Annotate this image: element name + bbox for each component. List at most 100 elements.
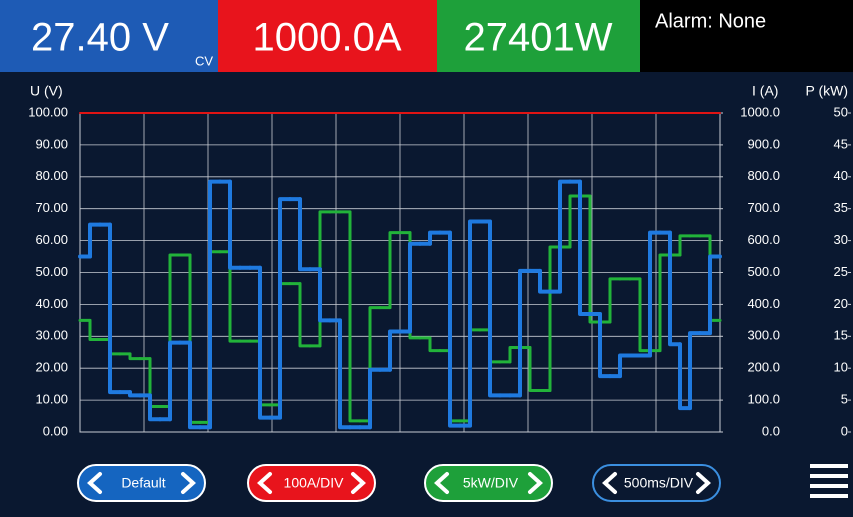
u-tick-label: 0.00 bbox=[43, 423, 68, 438]
chevron-left bbox=[434, 472, 449, 494]
line-step bbox=[608, 277, 622, 324]
line-step bbox=[578, 179, 592, 316]
u-tick-label: 90.00 bbox=[35, 136, 68, 151]
p-tick-label: 45 bbox=[834, 136, 848, 151]
line-step bbox=[678, 234, 692, 257]
line-step bbox=[228, 179, 242, 270]
u-tick-label: 60.00 bbox=[35, 232, 68, 247]
line-step bbox=[488, 219, 502, 398]
line-step bbox=[428, 336, 442, 353]
button[interactable]: Default bbox=[77, 464, 206, 502]
menu-bar bbox=[810, 474, 848, 478]
line-step bbox=[638, 277, 652, 353]
button-bar: Default 100A/DIV 5kW/DIV 500ms/DIV bbox=[77, 464, 721, 502]
button-label: Default bbox=[121, 475, 165, 491]
chevron-right bbox=[181, 472, 196, 494]
line-step bbox=[318, 267, 332, 323]
line-step bbox=[588, 194, 602, 324]
line-step bbox=[708, 254, 722, 336]
i-tick-label: 700.0 bbox=[747, 200, 780, 215]
i-tick-label: 400.0 bbox=[747, 296, 780, 311]
line-step bbox=[558, 179, 572, 294]
u-tick-label: 40.00 bbox=[35, 296, 68, 311]
line-step bbox=[538, 268, 552, 294]
chevron-left bbox=[87, 472, 102, 494]
u-tick-label: 10.00 bbox=[35, 392, 68, 407]
line-step bbox=[668, 230, 682, 347]
i-tick-label: 200.0 bbox=[747, 360, 780, 375]
u-tick-label: 20.00 bbox=[35, 360, 68, 375]
p-tick-label: 20 bbox=[834, 296, 848, 311]
u-tick-label: 70.00 bbox=[35, 200, 68, 215]
u-tick-label: 80.00 bbox=[35, 168, 68, 183]
line-step bbox=[468, 219, 482, 428]
line-step bbox=[88, 318, 102, 341]
button-body bbox=[77, 464, 206, 502]
line-step bbox=[598, 311, 612, 379]
line-step bbox=[348, 210, 362, 423]
line-step bbox=[368, 367, 382, 430]
p-tick-label: 10 bbox=[834, 360, 848, 375]
line-step bbox=[278, 197, 292, 420]
line-step bbox=[508, 345, 522, 364]
line-step bbox=[168, 340, 182, 422]
menu-bar bbox=[810, 464, 848, 468]
line-step bbox=[128, 390, 142, 398]
line-step bbox=[208, 179, 222, 430]
i-tick-label: 600.0 bbox=[747, 232, 780, 247]
line-step bbox=[148, 393, 162, 422]
i-axis-title: I (A) bbox=[752, 83, 778, 99]
u-tick-label: 50.00 bbox=[35, 264, 68, 279]
i-tick-label: 900.0 bbox=[747, 136, 780, 151]
i-tick-label: 100.0 bbox=[747, 392, 780, 407]
menu-icon[interactable] bbox=[810, 464, 848, 498]
button[interactable]: 500ms/DIV bbox=[592, 464, 721, 502]
chevron-left bbox=[602, 472, 617, 494]
line-step bbox=[298, 197, 312, 272]
p-tick-label: 25 bbox=[834, 264, 848, 279]
p-axis-title: P (kW) bbox=[805, 83, 848, 99]
line-step bbox=[388, 231, 402, 310]
voltage-box bbox=[0, 0, 218, 72]
i-tick-label: 1000.0 bbox=[740, 104, 780, 119]
line-step bbox=[688, 331, 702, 411]
p-tick-label: 40 bbox=[834, 168, 848, 183]
line-step bbox=[88, 222, 102, 259]
button[interactable]: 100A/DIV bbox=[247, 464, 376, 502]
line-step bbox=[428, 230, 442, 246]
u-tick-label: 100.00 bbox=[28, 104, 68, 119]
line-step bbox=[518, 268, 532, 398]
line-step bbox=[228, 250, 242, 343]
p-tick-label: 5 bbox=[841, 392, 848, 407]
p-tick-label: 0 bbox=[841, 423, 848, 438]
p-tick-label: 30 bbox=[834, 232, 848, 247]
line-step bbox=[388, 329, 402, 372]
line-step bbox=[658, 253, 672, 353]
voltage-readout: 27.40 V bbox=[31, 16, 169, 60]
i-tick-label: 800.0 bbox=[747, 168, 780, 183]
button-body bbox=[592, 464, 721, 502]
alarm-box bbox=[640, 0, 853, 72]
menu-bar bbox=[810, 494, 848, 498]
button-label: 5kW/DIV bbox=[463, 475, 519, 491]
line-step bbox=[128, 352, 142, 361]
power-readout: 27401W bbox=[464, 16, 613, 60]
current-box bbox=[218, 0, 437, 72]
line-step bbox=[618, 353, 632, 379]
button[interactable]: 5kW/DIV bbox=[424, 464, 553, 502]
p-tick-label: 50 bbox=[834, 104, 848, 119]
i-tick-label: 500.0 bbox=[747, 264, 780, 279]
line-step bbox=[338, 318, 352, 430]
button-body bbox=[424, 464, 553, 502]
alarm-status: Alarm: None bbox=[655, 10, 766, 32]
series-u bbox=[78, 179, 722, 430]
line-step bbox=[448, 230, 462, 428]
line-step bbox=[298, 282, 312, 348]
current-readout: 1000.0A bbox=[252, 16, 401, 60]
line-step bbox=[408, 241, 422, 334]
line-step bbox=[258, 265, 272, 420]
i-tick-label: 300.0 bbox=[747, 328, 780, 343]
button-label: 500ms/DIV bbox=[624, 475, 694, 491]
